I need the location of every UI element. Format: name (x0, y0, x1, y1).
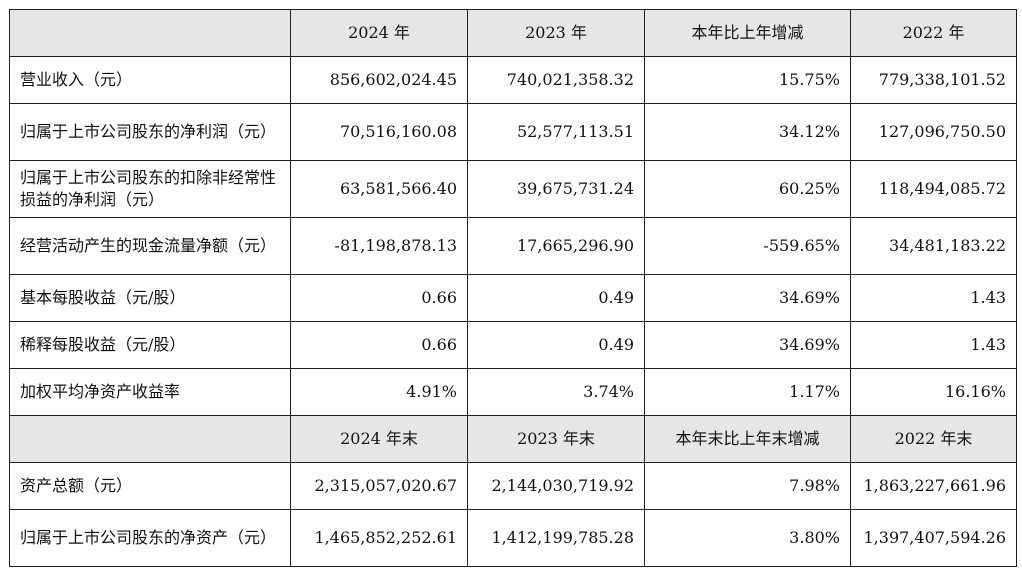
value-2024: 0.66 (290, 274, 468, 322)
value-2023: 0.49 (467, 274, 645, 322)
value-2023: 740,021,358.32 (467, 56, 645, 104)
value-2022: 118,494,085.72 (850, 160, 1017, 218)
value-2024-end: 2,315,057,020.67 (290, 462, 468, 510)
value-2023: 3.74% (467, 368, 645, 416)
table-row: 加权平均净资产收益率 4.91% 3.74% 1.17% 16.16% (9, 368, 1017, 416)
table-row: 资产总额（元） 2,315,057,020.67 2,144,030,719.9… (9, 462, 1017, 510)
value-2024-end: 1,465,852,252.61 (290, 509, 468, 567)
row-label: 营业收入（元） (9, 56, 291, 104)
value-change: 34.12% (644, 103, 851, 161)
value-change: 7.98% (644, 462, 851, 510)
value-2024: 4.91% (290, 368, 468, 416)
row-label: 稀释每股收益（元/股） (9, 321, 291, 369)
value-2022-end: 1,397,407,594.26 (850, 509, 1017, 567)
row-label: 加权平均净资产收益率 (9, 368, 291, 416)
value-2022: 127,096,750.50 (850, 103, 1017, 161)
value-2024: 70,516,160.08 (290, 103, 468, 161)
header-yoy-end-change: 本年末比上年末增减 (644, 415, 851, 463)
value-change: 1.17% (644, 368, 851, 416)
value-change: 15.75% (644, 56, 851, 104)
value-2024: -81,198,878.13 (290, 217, 468, 275)
table-row: 基本每股收益（元/股） 0.66 0.49 34.69% 1.43 (9, 274, 1017, 322)
row-label: 归属于上市公司股东的净利润（元） (9, 103, 291, 161)
header-yoy-change: 本年比上年增减 (644, 9, 851, 57)
header-2022: 2022 年 (850, 9, 1017, 57)
row-label: 资产总额（元） (9, 462, 291, 510)
table-row: 经营活动产生的现金流量净额（元） -81,198,878.13 17,665,2… (9, 217, 1017, 275)
header-2022-end: 2022 年末 (850, 415, 1017, 463)
value-2022: 779,338,101.52 (850, 56, 1017, 104)
value-2023: 52,577,113.51 (467, 103, 645, 161)
value-2022: 1.43 (850, 321, 1017, 369)
table-row: 营业收入（元） 856,602,024.45 740,021,358.32 15… (9, 56, 1017, 104)
header-2023: 2023 年 (467, 9, 645, 57)
row-label: 基本每股收益（元/股） (9, 274, 291, 322)
header-2024-end: 2024 年末 (290, 415, 468, 463)
value-change: 3.80% (644, 509, 851, 567)
value-2022: 1.43 (850, 274, 1017, 322)
value-2023: 17,665,296.90 (467, 217, 645, 275)
table-row: 稀释每股收益（元/股） 0.66 0.49 34.69% 1.43 (9, 321, 1017, 369)
value-change: 60.25% (644, 160, 851, 218)
header-2024: 2024 年 (290, 9, 468, 57)
value-2022: 34,481,183.22 (850, 217, 1017, 275)
value-2023: 39,675,731.24 (467, 160, 645, 218)
value-2022-end: 1,863,227,661.96 (850, 462, 1017, 510)
value-2023-end: 2,144,030,719.92 (467, 462, 645, 510)
value-2024: 0.66 (290, 321, 468, 369)
row-label: 归属于上市公司股东的净资产（元） (9, 509, 291, 567)
table-row: 归属于上市公司股东的扣除非经常性损益的净利润（元） 63,581,566.40 … (9, 160, 1017, 218)
table-row: 归属于上市公司股东的净利润（元） 70,516,160.08 52,577,11… (9, 103, 1017, 161)
value-2022: 16.16% (850, 368, 1017, 416)
table-row: 归属于上市公司股东的净资产（元） 1,465,852,252.61 1,412,… (9, 509, 1017, 567)
value-change: -559.65% (644, 217, 851, 275)
row-label: 经营活动产生的现金流量净额（元） (9, 217, 291, 275)
value-change: 34.69% (644, 321, 851, 369)
row-label: 归属于上市公司股东的扣除非经常性损益的净利润（元） (9, 160, 291, 218)
header-row-1: 2024 年 2023 年 本年比上年增减 2022 年 (9, 9, 1017, 57)
value-2023: 0.49 (467, 321, 645, 369)
header-2023-end: 2023 年末 (467, 415, 645, 463)
value-2024: 63,581,566.40 (290, 160, 468, 218)
value-2023-end: 1,412,199,785.28 (467, 509, 645, 567)
value-2024: 856,602,024.45 (290, 56, 468, 104)
header-corner-cell (9, 415, 291, 463)
header-corner-cell (9, 9, 291, 57)
header-row-2: 2024 年末 2023 年末 本年末比上年末增减 2022 年末 (9, 415, 1017, 463)
value-change: 34.69% (644, 274, 851, 322)
financial-summary-table: 2024 年 2023 年 本年比上年增减 2022 年 营业收入（元） 856… (9, 9, 1017, 567)
